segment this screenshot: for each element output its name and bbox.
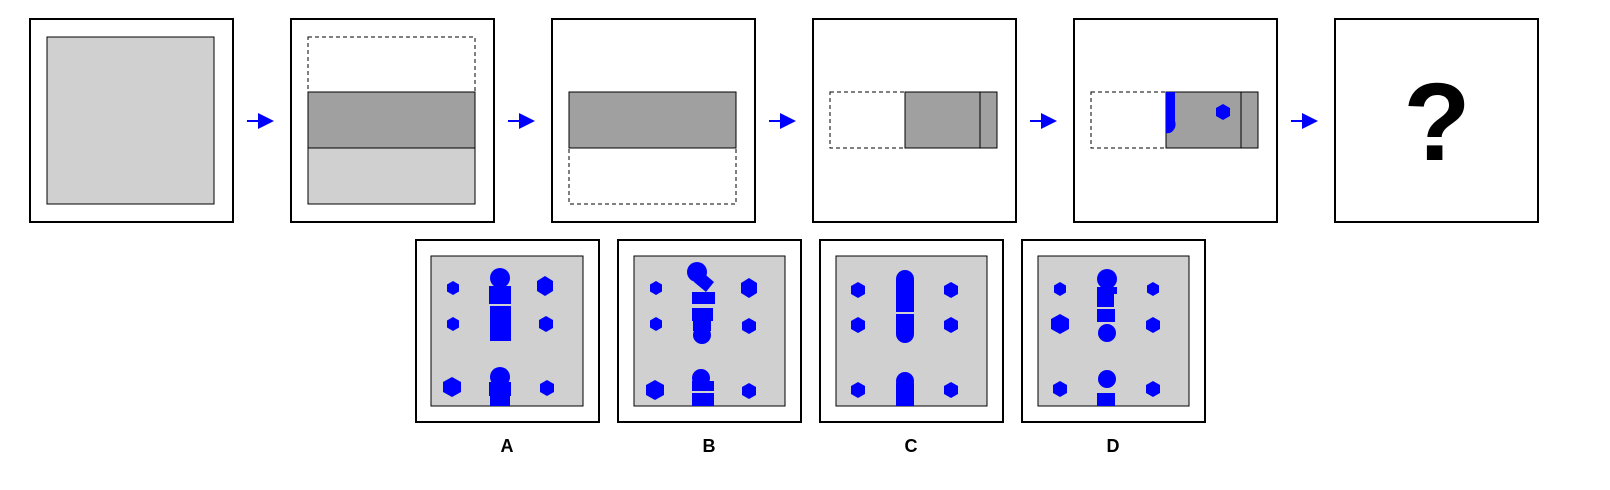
question-mark: ? <box>1403 61 1470 184</box>
option-b-holes <box>646 262 757 406</box>
punched-holes <box>1166 92 1230 134</box>
step-3-panel <box>551 18 756 223</box>
option-a-label: A <box>501 436 514 456</box>
option-c-label: C <box>905 436 918 456</box>
option-d[interactable]: D <box>1021 239 1206 456</box>
step-4-panel <box>812 18 1017 223</box>
option-a[interactable]: A <box>415 239 600 456</box>
option-d-holes <box>1051 269 1160 406</box>
step-5-panel <box>1073 18 1278 223</box>
question-panel: ? <box>1334 18 1539 223</box>
option-c-holes <box>851 270 958 406</box>
step-2-panel <box>290 18 495 223</box>
option-c[interactable]: C <box>819 239 1004 456</box>
option-d-label: D <box>1107 436 1120 456</box>
option-b-label: B <box>703 436 716 456</box>
option-b[interactable]: B <box>617 239 802 456</box>
step-1-panel <box>29 18 234 223</box>
option-a-holes <box>443 268 554 406</box>
